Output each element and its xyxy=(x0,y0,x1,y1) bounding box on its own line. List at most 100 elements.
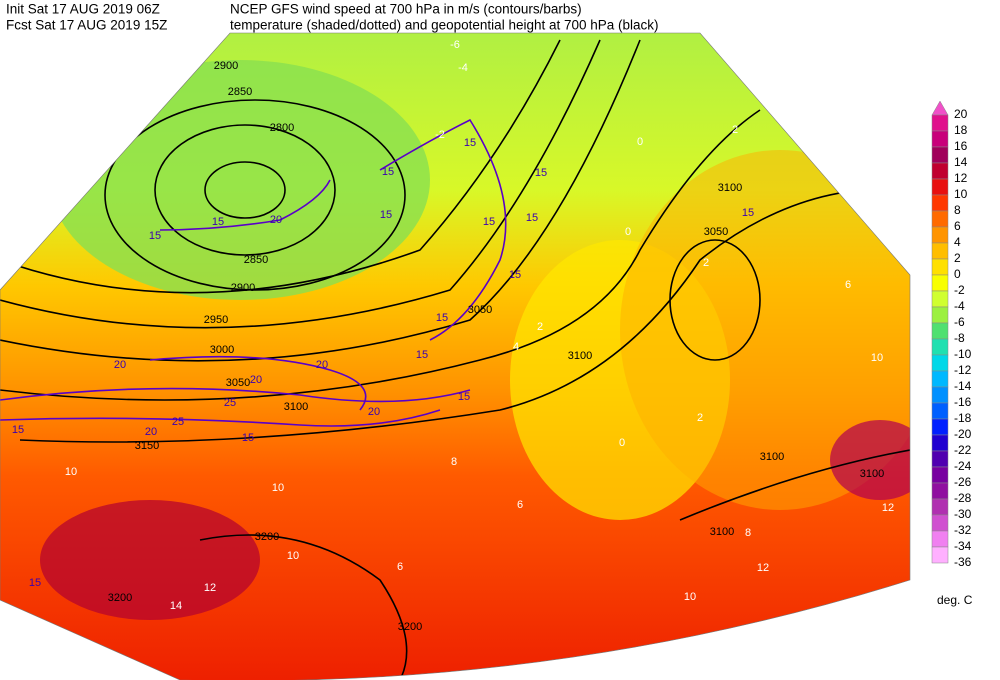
map-area xyxy=(0,33,910,680)
wind-label: 15 xyxy=(509,269,521,281)
colorbar-swatch xyxy=(931,306,949,324)
wind-contours xyxy=(0,118,507,427)
temperature-label: 12 xyxy=(204,582,216,594)
wind-label: 20 xyxy=(250,374,262,386)
colorbar-swatch xyxy=(931,130,949,148)
wind-label: 15 xyxy=(212,216,224,228)
colorbar-swatch xyxy=(931,370,949,388)
colorbar-label: 4 xyxy=(954,235,961,249)
temperature-label: 10 xyxy=(287,550,299,562)
height-contours xyxy=(0,39,910,680)
colorbar-label: -4 xyxy=(954,299,965,313)
height-label: 2900 xyxy=(231,282,255,294)
colorbar-label: -6 xyxy=(954,315,965,329)
temperature-label: -2 xyxy=(435,129,445,141)
height-label: 3150 xyxy=(135,440,159,452)
height-label: 2850 xyxy=(228,86,252,98)
colorbar-label: -14 xyxy=(954,379,972,393)
map-labels: 2800285029002850290029503000305031003150… xyxy=(12,39,894,633)
colorbar-label: 0 xyxy=(954,267,961,281)
colorbar-label: 12 xyxy=(954,171,968,185)
height-label: 3200 xyxy=(255,531,279,543)
colorbar-swatch xyxy=(931,354,949,372)
map-border xyxy=(0,32,911,680)
colorbar-swatch xyxy=(931,290,949,308)
colorbar-label: 10 xyxy=(954,187,968,201)
colorbar-label: 2 xyxy=(954,251,961,265)
colorbar-swatch xyxy=(931,418,949,436)
height-label: 3100 xyxy=(760,451,784,463)
colorbar-label: -16 xyxy=(954,395,972,409)
wind-label: 15 xyxy=(464,137,476,149)
temperature-label: 2 xyxy=(703,257,709,269)
colorbar-label: 18 xyxy=(954,123,968,137)
colorbar-swatch xyxy=(931,338,949,356)
temperature-label: -4 xyxy=(458,62,468,74)
colorbar-swatch xyxy=(931,450,949,468)
height-label: 2850 xyxy=(244,254,268,266)
colorbar-swatch xyxy=(931,162,949,180)
colorbar-swatch xyxy=(931,146,949,164)
colorbar-label: 14 xyxy=(954,155,968,169)
colorbar-swatch xyxy=(931,530,949,548)
colorbar-swatch xyxy=(931,178,949,196)
colorbar-swatch xyxy=(931,274,949,292)
wind-label: 15 xyxy=(526,212,538,224)
colorbar-label: 20 xyxy=(954,107,968,121)
colorbar-swatch xyxy=(931,210,949,228)
colorbar-swatch xyxy=(931,322,949,340)
temperature-label: 8 xyxy=(745,527,751,539)
colorbar-arrow xyxy=(931,100,949,116)
wind-label: 20 xyxy=(368,406,380,418)
height-label: 3100 xyxy=(284,401,308,413)
colorbar-unit: deg. C xyxy=(937,593,973,607)
init-time: Init Sat 17 AUG 2019 06Z xyxy=(6,2,160,17)
height-label: 3200 xyxy=(398,621,422,633)
colorbar-swatch xyxy=(931,242,949,260)
wind-label: 15 xyxy=(436,312,448,324)
colorbar-label: -32 xyxy=(954,523,972,537)
colorbar-label: -34 xyxy=(954,539,972,553)
wind-label: 15 xyxy=(458,391,470,403)
colorbar-swatch xyxy=(931,258,949,276)
height-label: 3050 xyxy=(226,377,250,389)
colorbar-swatch xyxy=(931,498,949,516)
temperature-label: 0 xyxy=(637,136,643,148)
wind-label: 20 xyxy=(316,359,328,371)
colorbar-swatch xyxy=(931,386,949,404)
height-label: 3100 xyxy=(718,182,742,194)
temperature-label: 2 xyxy=(732,124,738,136)
height-label: 3100 xyxy=(860,468,884,480)
colorbar-label: -2 xyxy=(954,283,965,297)
colorbar-label: -22 xyxy=(954,443,972,457)
height-label: 3100 xyxy=(568,350,592,362)
wind-label: 20 xyxy=(145,426,157,438)
colorbar-label: 16 xyxy=(954,139,968,153)
colorbar-swatch xyxy=(931,226,949,244)
colorbar-label: -26 xyxy=(954,475,972,489)
temperature-label: 10 xyxy=(272,482,284,494)
height-label: 3050 xyxy=(468,304,492,316)
colorbar-swatch xyxy=(931,466,949,484)
wind-label: 25 xyxy=(172,416,184,428)
colorbar-swatch xyxy=(931,402,949,420)
colorbar-swatch xyxy=(931,434,949,452)
warm-region xyxy=(620,150,910,510)
temperature-label: 12 xyxy=(882,502,894,514)
wind-label: 15 xyxy=(12,424,24,436)
temperature-label: 10 xyxy=(871,352,883,364)
height-label: 3100 xyxy=(710,526,734,538)
temperature-label: 6 xyxy=(397,561,403,573)
wind-label: 15 xyxy=(742,207,754,219)
temperature-label: 12 xyxy=(757,562,769,574)
colorbar-label: -12 xyxy=(954,363,972,377)
temperature-label: 4 xyxy=(513,341,519,353)
colorbar-label: -30 xyxy=(954,507,972,521)
wind-label: 15 xyxy=(380,209,392,221)
colorbar: 20181614121086420-2-4-6-8-10-12-14-16-18… xyxy=(931,100,972,569)
height-label: 3000 xyxy=(210,344,234,356)
wind-label: 15 xyxy=(149,230,161,242)
colorbar-label: 8 xyxy=(954,203,961,217)
temperature-label: 0 xyxy=(625,226,631,238)
